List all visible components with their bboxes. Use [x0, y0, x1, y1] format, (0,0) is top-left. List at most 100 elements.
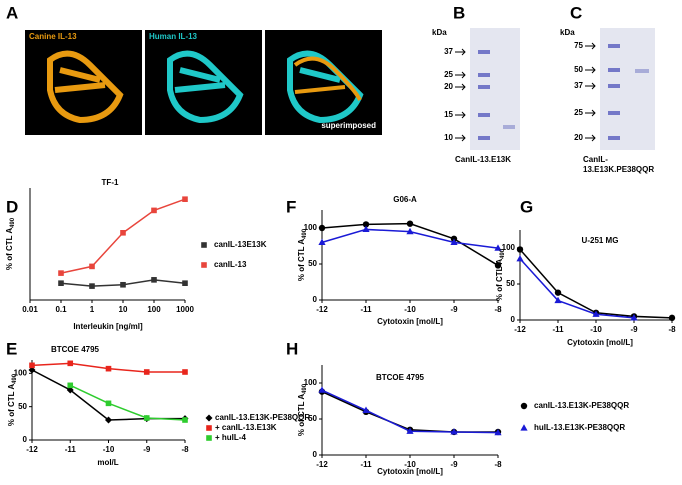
unit: kDa — [432, 28, 447, 37]
x-tick-label: -8 — [668, 325, 676, 334]
ladder-band — [478, 73, 490, 77]
y-axis-label: % of CTL A490 — [7, 373, 17, 426]
gel — [470, 28, 520, 150]
x-tick-label: -11 — [360, 460, 372, 469]
ribbon — [293, 56, 362, 101]
y-tick-label: 100 — [304, 223, 318, 232]
x-tick-label: -10 — [404, 460, 416, 469]
ladder-arrow — [585, 134, 596, 142]
x-tick-label: 1000 — [176, 305, 194, 314]
image-label: superimposed — [321, 121, 376, 130]
y-label-subscript: 490 — [500, 248, 506, 259]
x-axis-label: Cytotoxin [mol/L] — [567, 338, 633, 347]
marker — [494, 428, 502, 436]
marker — [67, 360, 74, 367]
y-label-subscript: 490 — [10, 217, 16, 228]
marker — [592, 310, 600, 317]
legend-label: canIL-13 — [214, 260, 247, 269]
marker — [318, 224, 326, 232]
ladder-band — [478, 113, 490, 117]
x-tick-label: 0.01 — [22, 305, 38, 314]
marker — [120, 281, 126, 288]
ribbon — [167, 50, 244, 124]
marker — [182, 280, 188, 286]
x-tick-label: -8 — [181, 445, 189, 454]
ladder-label: 75 — [574, 41, 583, 50]
ladder-label: 50 — [574, 65, 583, 74]
legend-marker — [206, 435, 212, 441]
y-label-text: % of CTL A — [495, 259, 504, 301]
chart-title: G06-A — [393, 195, 417, 204]
marker — [89, 283, 95, 289]
legend-marker — [205, 414, 213, 422]
ribbon — [287, 50, 364, 124]
y-tick-label: 50 — [506, 279, 515, 288]
marker — [58, 270, 64, 276]
y-label-text: % of CTL A — [297, 394, 306, 436]
ladder-band — [608, 84, 620, 88]
marker — [318, 386, 326, 393]
legend-marker — [520, 424, 528, 431]
y-tick-label: 100 — [14, 368, 28, 377]
ladder-band — [608, 44, 620, 48]
chart-g: G U-251 MG Cytotoxin [mol/L] % of CTL A490 -… — [495, 197, 676, 347]
marker — [362, 406, 370, 413]
series-line — [60, 198, 186, 274]
y-tick-label: 50 — [308, 259, 317, 268]
legend-marker — [206, 425, 212, 431]
panel-label: E — [6, 339, 17, 358]
chart-title: BTCOE 4795 — [376, 373, 425, 382]
chart-d: D TF-1 Interleukin [ng/ml] % of CTL A490 0.0… — [5, 178, 267, 331]
y-tick-label: 0 — [23, 435, 28, 444]
legend-label: canIL-13.E13K-PE38QQR — [215, 413, 310, 422]
ladder-band — [608, 136, 620, 140]
marker — [151, 207, 157, 214]
marker — [105, 365, 112, 372]
legend-label: huIL-13.E13K-PE38QQR — [534, 423, 625, 432]
ladder-band — [478, 50, 490, 54]
series-line — [69, 384, 186, 421]
ladder-band — [478, 136, 490, 140]
legend-label: + canIL-13.E13K — [215, 423, 277, 432]
series-line — [321, 389, 499, 434]
marker — [450, 428, 458, 435]
caption: 13.E13K.PE38QQR — [583, 165, 654, 174]
x-axis-label: Cytotoxin [mol/L] — [377, 317, 443, 326]
y-axis-label: % of CTL A490 — [297, 383, 307, 436]
x-tick-label: -10 — [404, 305, 416, 314]
x-tick-label: -12 — [514, 325, 526, 334]
y-axis-label: % of CTL A490 — [495, 248, 505, 301]
panel-label: F — [286, 197, 296, 216]
marker — [406, 427, 414, 434]
marker — [630, 314, 638, 321]
chart-title: U-251 MG — [582, 236, 619, 245]
marker — [362, 225, 370, 233]
x-tick-label: -9 — [143, 445, 151, 454]
y-label-text: % of CTL A — [5, 228, 14, 270]
ladder-label: 25 — [444, 70, 453, 79]
band — [635, 69, 649, 73]
ladder-label: 15 — [444, 110, 453, 119]
y-label-subscript: 490 — [302, 228, 308, 239]
legend-label: canIL-13E13K — [214, 240, 267, 249]
marker — [105, 416, 112, 424]
ladder-arrow — [455, 71, 466, 79]
marker — [182, 417, 188, 423]
chart-h: H BTCOE 4795 Cytotoxin [mol/L] % of CTL A49… — [286, 339, 502, 476]
marker — [143, 369, 150, 375]
y-tick-label: 100 — [304, 378, 318, 387]
legend-marker — [201, 262, 207, 268]
y-label-subscript: 490 — [12, 373, 18, 384]
x-tick-label: -11 — [360, 305, 372, 314]
y-axis-label: % of CTL A490 — [297, 228, 307, 281]
x-tick-label: -8 — [494, 305, 502, 314]
y-label-subscript: 490 — [302, 383, 308, 394]
marker — [29, 362, 35, 369]
x-tick-label: -8 — [494, 460, 502, 469]
chart-title: BTCOE 4795 — [51, 345, 100, 354]
image-label: Canine IL-13 — [29, 32, 77, 41]
legend-marker — [201, 242, 207, 248]
x-axis-label: mol/L — [97, 458, 118, 467]
marker — [494, 262, 502, 269]
chart-title: TF-1 — [102, 178, 119, 187]
